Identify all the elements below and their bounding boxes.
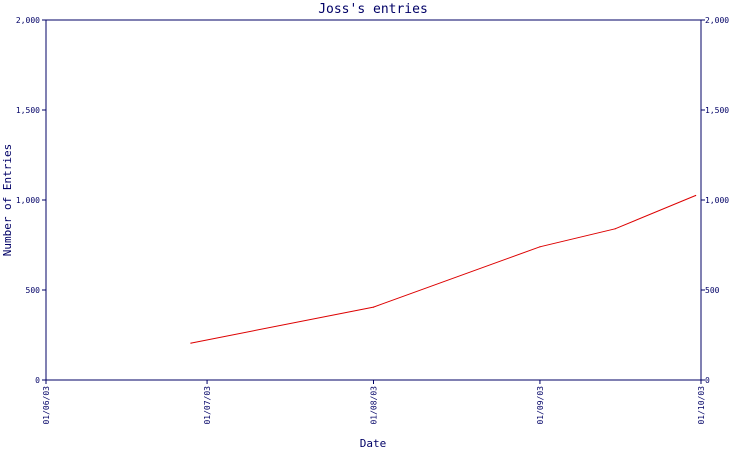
x-tick-label: 01/10/03 [697,386,706,425]
data-point [372,306,375,308]
data-point [190,342,192,344]
series-layer [190,194,697,344]
x-tick-label: 01/07/03 [203,386,212,425]
plot-border [45,19,702,381]
y-tick-label-left: 500 [26,286,41,295]
plot-frame [45,19,702,381]
x-tick-label: 01/09/03 [536,386,545,425]
x-tick-label: 01/08/03 [370,386,379,425]
chart-title: Joss's entries [318,2,428,17]
y-axis-left: 0 500 1,000 1,500 2,000 [16,16,46,385]
data-point [695,194,697,197]
y-tick-label-right: 1,000 [705,196,729,205]
y-tick-label-left: 1,500 [16,106,40,115]
y-tick-label-right: 500 [705,286,720,295]
series-line [190,195,696,344]
y-axis-title: Number of Entries [1,144,14,257]
y-tick-label-left: 0 [35,376,40,385]
data-point [614,228,616,230]
x-tick-label: 01/06/03 [42,386,51,425]
y-tick-label-right: 0 [705,376,710,385]
y-axis-right: 0 500 1,000 1,500 2,000 [701,16,729,385]
data-point [539,246,541,248]
x-axis-title: Date [360,437,387,450]
y-tick-label-left: 1,000 [16,196,40,205]
y-tick-label-right: 1,500 [705,106,729,115]
x-axis: 01/06/03 01/07/03 01/08/03 01/09/03 01/10/03 [42,380,706,425]
y-tick-label-right: 2,000 [705,16,729,25]
y-tick-label-left: 2,000 [16,16,40,25]
